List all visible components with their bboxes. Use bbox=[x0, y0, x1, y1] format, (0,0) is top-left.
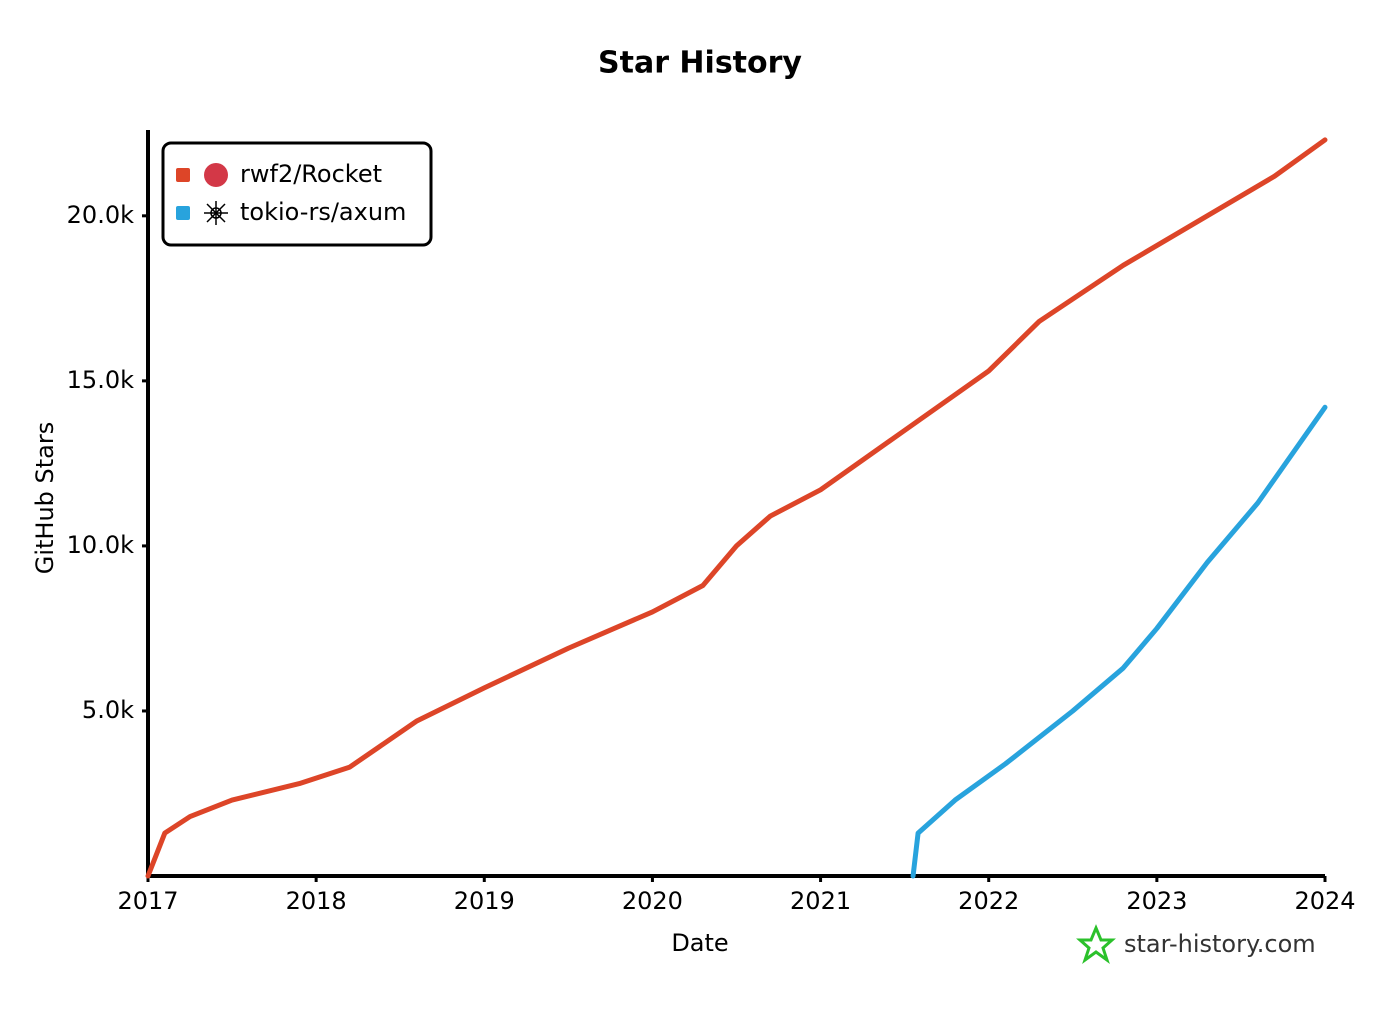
legend-swatch bbox=[176, 206, 190, 220]
y-tick-label: 15.0k bbox=[67, 366, 134, 394]
x-tick-label: 2023 bbox=[1126, 887, 1187, 915]
x-tick-label: 2019 bbox=[454, 887, 515, 915]
watermark-icon bbox=[1076, 924, 1116, 964]
legend-icon bbox=[204, 163, 228, 187]
x-tick-label: 2022 bbox=[958, 887, 1019, 915]
x-axis-label: Date bbox=[671, 929, 728, 957]
legend-swatch bbox=[176, 168, 190, 182]
y-axis-label: GitHub Stars bbox=[31, 422, 59, 575]
x-tick-label: 2018 bbox=[286, 887, 347, 915]
watermark-text: star-history.com bbox=[1124, 930, 1316, 958]
x-tick-label: 2020 bbox=[622, 887, 683, 915]
y-tick-label: 20.0k bbox=[67, 201, 134, 229]
x-tick-label: 2017 bbox=[117, 887, 178, 915]
chart-title: Star History bbox=[598, 46, 802, 81]
legend-label: tokio-rs/axum bbox=[240, 198, 406, 226]
x-tick-label: 2021 bbox=[790, 887, 851, 915]
x-tick-label: 2024 bbox=[1294, 887, 1355, 915]
legend-icon bbox=[204, 201, 228, 225]
y-tick-label: 10.0k bbox=[67, 531, 134, 559]
y-tick-label: 5.0k bbox=[82, 696, 134, 724]
legend-label: rwf2/Rocket bbox=[240, 160, 382, 188]
series-line bbox=[910, 404, 1328, 879]
series-line bbox=[145, 137, 1328, 879]
watermark: star-history.com bbox=[1076, 924, 1316, 964]
legend-box bbox=[161, 141, 433, 247]
